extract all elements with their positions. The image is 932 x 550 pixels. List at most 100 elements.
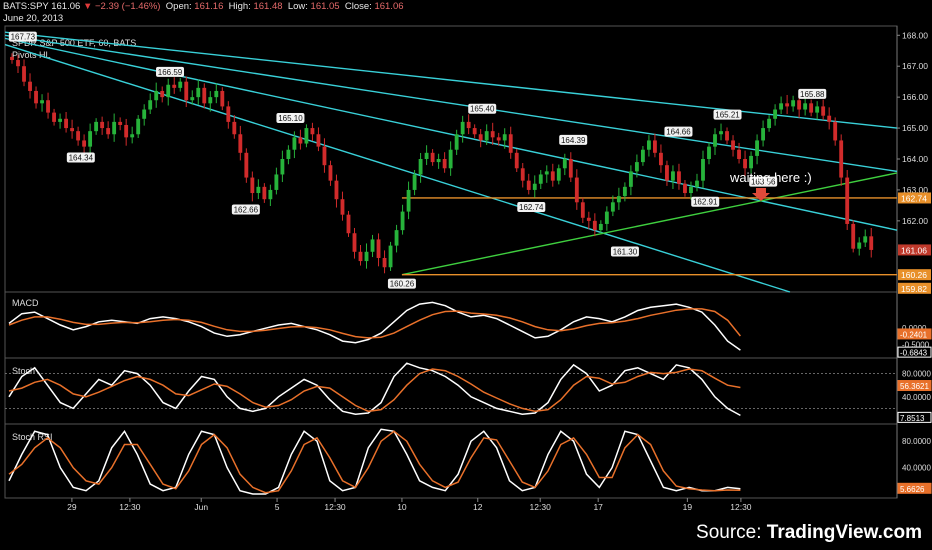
x-tick-label: 12:30 (530, 502, 552, 512)
candle-body (785, 103, 790, 107)
pivot-label: 164.34 (69, 153, 94, 162)
pivot-label-box (387, 278, 416, 289)
price-badge (898, 192, 931, 204)
candle-body (568, 159, 573, 178)
candle-body (148, 100, 153, 110)
panel-frame-1 (4, 291, 898, 359)
x-tick-label: 12:30 (119, 502, 141, 512)
candle-body (196, 87, 201, 98)
candle-body (586, 217, 591, 221)
price-tick-label: 166.00 (902, 92, 928, 102)
candle-body (316, 134, 321, 147)
osc-badge (897, 346, 932, 358)
candle-body (262, 186, 267, 200)
price-badge-label: 162.74 (901, 193, 927, 203)
pivot-label-box (156, 66, 185, 77)
candle-body (695, 180, 699, 187)
osc-tick-label: -0.5000 (902, 340, 930, 349)
candle-body (755, 140, 759, 156)
price-badge (898, 269, 931, 281)
pivot-label: 165.88 (800, 90, 825, 99)
candle-body (592, 220, 597, 231)
pivot-label-box (231, 204, 260, 215)
candle-body (442, 159, 447, 169)
symbol: BATS:SPY (3, 1, 49, 12)
candle-body (178, 81, 183, 88)
candle-body (112, 121, 117, 135)
candle-body (202, 87, 207, 104)
candle-body (250, 177, 255, 194)
pivot-label: 165.21 (715, 111, 740, 120)
candle-body (634, 162, 639, 172)
pivot-label-box (517, 201, 546, 212)
pivot-label: 160.26 (390, 280, 415, 289)
pivot-label-box (713, 109, 742, 120)
price-badge-label: 161.06 (901, 245, 927, 255)
candle-body (34, 90, 38, 104)
candle-body (671, 171, 675, 181)
osc-series-line (8, 362, 741, 417)
candle-body (791, 100, 796, 107)
trendline-4 (401, 172, 898, 276)
candle-body (659, 152, 663, 166)
chart-date: June 20, 2013 (3, 13, 64, 24)
osc-badge (897, 380, 932, 392)
price-badge (898, 282, 931, 294)
price-tick-label: 163.00 (902, 185, 928, 195)
candle-body (346, 214, 351, 234)
candle-body (580, 202, 585, 218)
pivot-label: 163.56 (751, 178, 776, 187)
candle-body (508, 134, 513, 153)
candle-body (701, 159, 705, 181)
pivot-label: 164.39 (561, 136, 586, 145)
candle-body (268, 189, 273, 200)
osc-series-line (8, 430, 741, 494)
pivot-label: 165.10 (278, 114, 303, 123)
candle-body (100, 121, 105, 129)
candle-body (298, 137, 303, 144)
candle-body (76, 131, 81, 141)
osc-badge (897, 482, 932, 494)
pivot-label-box (468, 103, 497, 114)
candle-body (743, 159, 747, 169)
pivot-label: 161.30 (613, 248, 638, 257)
candle-body (406, 189, 411, 212)
candle-body (707, 146, 711, 159)
candle-body (424, 152, 429, 159)
candle-body (412, 174, 417, 190)
candle-body (400, 211, 405, 231)
price-badge-label: 159.82 (901, 284, 927, 294)
price-badge (898, 244, 931, 256)
candle-body (490, 131, 495, 138)
price-tick-label: 167.00 (902, 61, 928, 71)
candle-body (484, 131, 489, 141)
x-tick-label: 17 (593, 502, 603, 512)
x-tick-label: 10 (397, 502, 407, 512)
pivot-label-box (610, 246, 639, 257)
pivot-label: 167.73 (11, 33, 36, 42)
candle-body (797, 100, 802, 110)
x-tick-label: Jun (194, 502, 208, 512)
panel-frame-2 (4, 357, 898, 425)
osc-series-line (8, 308, 741, 339)
osc-badge-label: 5.6626 (900, 485, 925, 494)
candle-body (604, 211, 609, 224)
candle-body (190, 97, 195, 101)
osc-series-line (8, 428, 741, 495)
candle-body (719, 131, 723, 135)
pivot-label-box (559, 134, 588, 145)
candle-body (328, 165, 333, 181)
symbol-header: BATS:SPY 161.06 ▼ −2.39 (−1.46%) Open: 1… (3, 1, 404, 12)
pivot-label-box (798, 88, 827, 99)
candle-body (124, 124, 129, 138)
candle-body (130, 134, 135, 138)
trendline-1 (4, 34, 898, 173)
candle-body (761, 128, 766, 141)
candle-body (749, 155, 753, 169)
candle-body (478, 134, 483, 141)
source-credit: Source: TradingView.com (696, 522, 922, 544)
candle-body (689, 186, 693, 194)
osc-tick-label: 80.0000 (902, 370, 931, 379)
candle-body (388, 245, 393, 268)
